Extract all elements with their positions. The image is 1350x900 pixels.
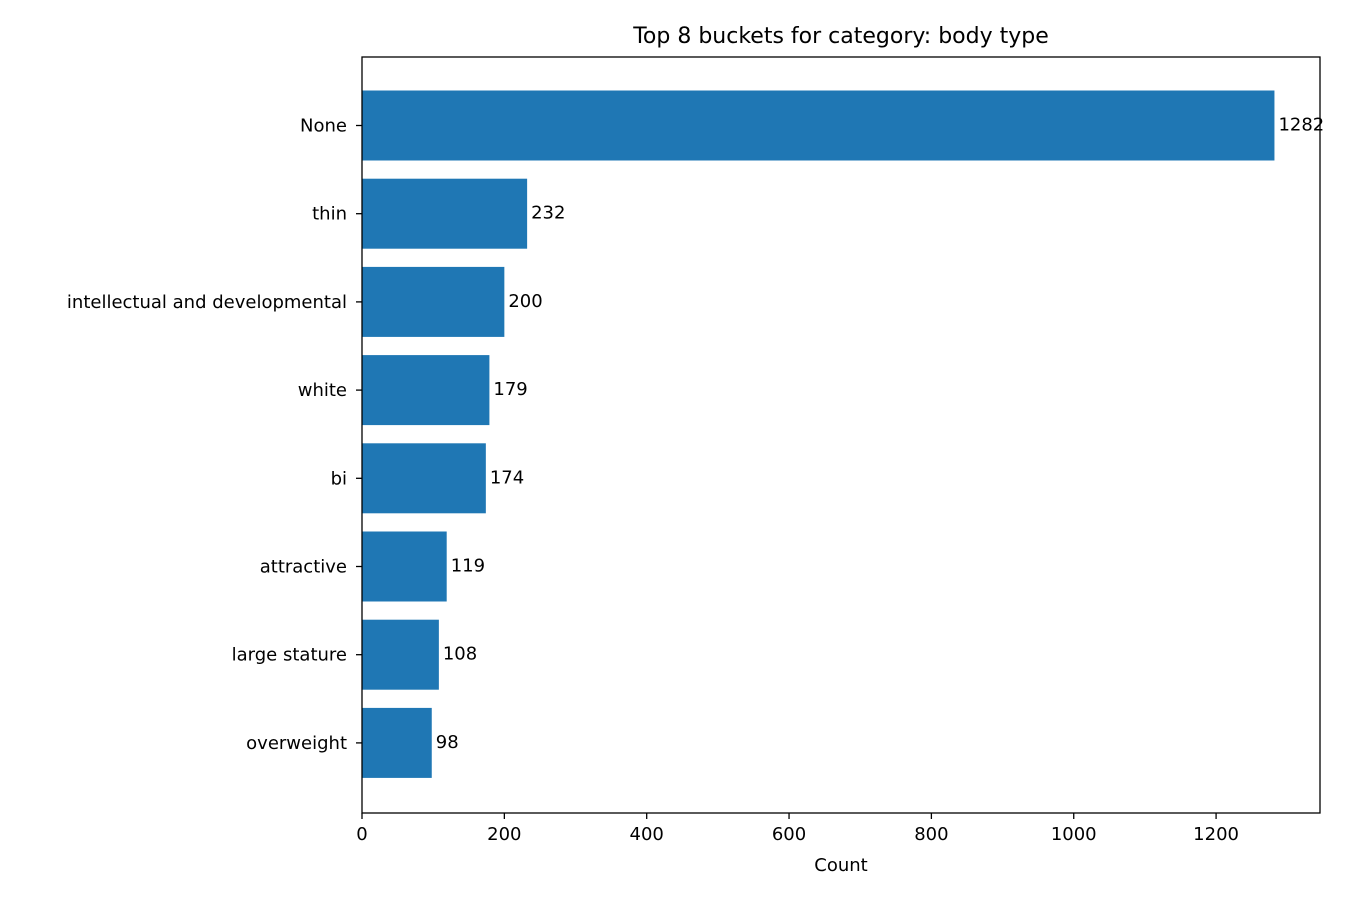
data-label: 98 [436, 732, 459, 753]
x-tick-label: 1000 [1051, 824, 1097, 845]
bar [362, 90, 1275, 161]
x-tick-label: 400 [630, 824, 664, 845]
data-label: 1282 [1278, 115, 1324, 136]
y-tick-label: overweight [246, 733, 347, 754]
bar [362, 707, 432, 778]
y-tick-label: thin [312, 204, 347, 225]
y-tick-label: large stature [232, 645, 347, 666]
plot-frame [361, 56, 1321, 814]
bar [362, 178, 528, 249]
y-tick-label: white [298, 380, 347, 401]
y-axis-ticks: None thin intellectual and developmental wh… [67, 116, 362, 754]
data-label: 232 [531, 203, 565, 224]
y-tick-label: intellectual and developmental [67, 292, 347, 313]
bars-group [362, 90, 1275, 778]
x-tick-label: 0 [356, 824, 367, 845]
data-label: 119 [451, 556, 485, 577]
x-tick-label: 200 [487, 824, 521, 845]
y-tick-label: attractive [260, 557, 347, 578]
x-axis-label: Count [814, 855, 867, 876]
data-label: 108 [443, 644, 477, 665]
bar [362, 443, 486, 514]
bar [362, 266, 505, 337]
data-label: 179 [493, 379, 527, 400]
y-tick-label: None [300, 116, 347, 137]
chart-title: Top 8 buckets for category: body type [632, 24, 1049, 49]
x-tick-label: 1200 [1193, 824, 1239, 845]
x-tick-label: 800 [914, 824, 948, 845]
data-label: 200 [508, 291, 542, 312]
x-axis-ticks: 0 200 400 600 800 1000 1200 [356, 813, 1239, 845]
bar [362, 355, 490, 426]
x-tick-label: 600 [772, 824, 806, 845]
y-tick-label: bi [331, 468, 347, 489]
data-labels-group: 1282 232 200 179 174 119 108 98 [436, 115, 1325, 753]
bar [362, 531, 447, 602]
bar [362, 619, 439, 690]
data-label: 174 [490, 467, 524, 488]
